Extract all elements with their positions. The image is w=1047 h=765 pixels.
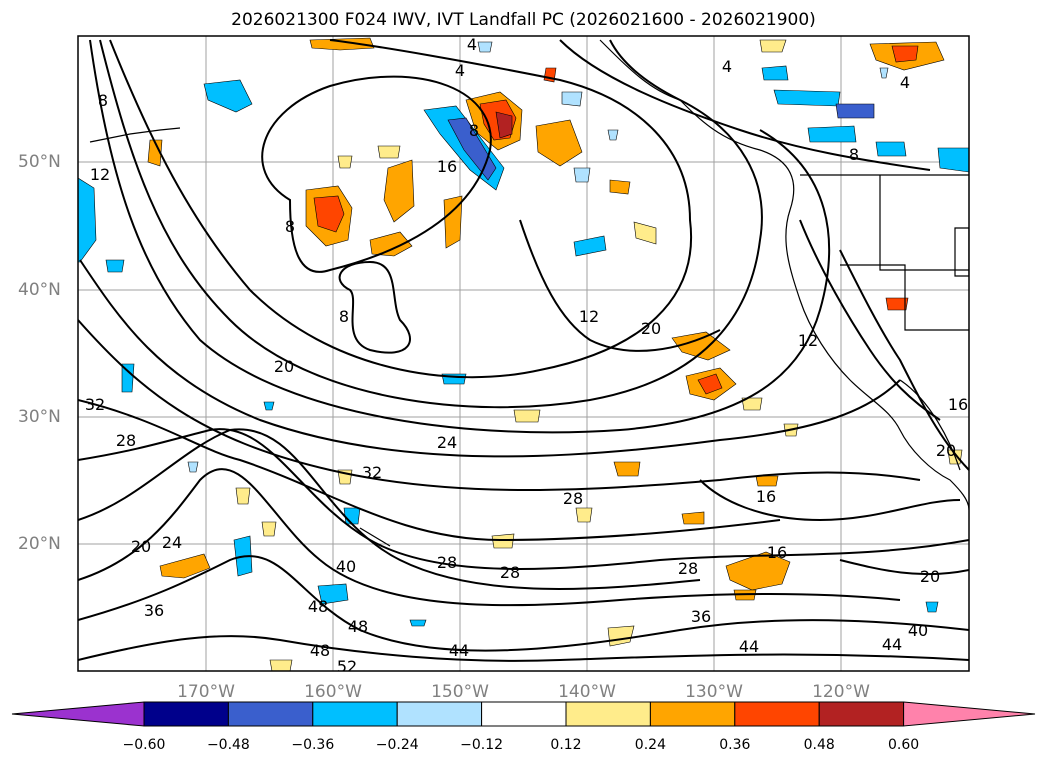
contour-label: 48: [310, 641, 330, 660]
colorbar-tick: 0.48: [803, 737, 835, 753]
contour-label: 16: [767, 543, 787, 562]
lat-label: 40°N: [18, 280, 61, 300]
contour-label: 8: [98, 91, 108, 110]
contour-label: 24: [162, 533, 182, 552]
contour-label: 28: [678, 559, 698, 578]
contour-label: 28: [563, 489, 583, 508]
map-frame: [77, 35, 970, 672]
colorbar-tick: 0.24: [634, 737, 666, 753]
contour-label: 36: [144, 601, 164, 620]
contour-label: 16: [756, 487, 776, 506]
map-title: 2026021300 F024 IWV, IVT Landfall PC (20…: [231, 10, 816, 30]
contour-label: 16: [948, 395, 968, 414]
contour-label: 8: [285, 217, 295, 236]
colorbar-bin: [818, 701, 905, 727]
lat-label: 50°N: [18, 152, 61, 172]
colorbar-tick: −0.36: [291, 737, 335, 753]
contour-label: 8: [469, 121, 479, 140]
contour-label: 44: [449, 641, 469, 660]
contour-label: 12: [90, 165, 110, 184]
contour-label: 12: [798, 331, 818, 350]
lon-label: 170°W: [177, 682, 235, 702]
contour-label: 4: [467, 35, 477, 54]
contour-label: 20: [920, 567, 940, 586]
contour-label: 4: [900, 73, 910, 92]
colorbar-bin: [734, 701, 820, 727]
contour-label: 8: [849, 145, 859, 164]
colorbar-tick: −0.48: [206, 737, 250, 753]
contour-label: 32: [85, 395, 105, 414]
contour-label: 44: [739, 637, 759, 656]
colorbar-tick: 0.36: [719, 737, 751, 753]
contour-label: 28: [116, 431, 136, 450]
colorbar-bin: [227, 701, 314, 727]
contour-label: 32: [362, 463, 382, 482]
lon-label: 130°W: [685, 682, 743, 702]
colorbar-bin: [396, 701, 483, 727]
contour-labels: 4 4 4 4 8 8 8 8 8 12 12 12 16 16 16 16 2…: [85, 35, 968, 676]
contour-label: 4: [455, 61, 465, 80]
lon-label: 150°W: [431, 682, 489, 702]
colorbar-bin: [481, 701, 567, 727]
contour-label: 48: [348, 617, 368, 636]
colorbar-bin: [312, 701, 398, 727]
contour-label: 36: [691, 607, 711, 626]
coastlines: [89, 39, 969, 547]
lat-label: 30°N: [18, 407, 61, 427]
colorbar-tick: −0.12: [460, 737, 504, 753]
lon-label: 160°W: [304, 682, 362, 702]
contour-label: 52: [337, 657, 357, 676]
colorbar-extend-high: [903, 701, 1036, 727]
map-plot-area: 4 4 4 4 8 8 8 8 8 12 12 12 16 16 16 16 2…: [78, 35, 969, 676]
contour-label: 20: [131, 537, 151, 556]
contour-label: 20: [274, 357, 294, 376]
contour-label: 20: [936, 441, 956, 460]
contour-label: 28: [437, 553, 457, 572]
colorbar-tick: −0.24: [375, 737, 419, 753]
contour-label: 28: [500, 563, 520, 582]
colorbar-bin: [143, 701, 229, 727]
colorbar-extend-low: [11, 701, 145, 727]
colorbar-tick: 0.12: [550, 737, 582, 753]
colorbar-bin: [649, 701, 736, 727]
contour-label: 24: [437, 433, 457, 452]
contour-label: 40: [908, 621, 928, 640]
contour-label: 48: [308, 597, 328, 616]
contour-label: 44: [882, 635, 902, 654]
ivt-anomaly-fills: [78, 37, 969, 671]
colorbar-tick: 0.60: [888, 737, 920, 753]
colorbar-bin: [565, 701, 651, 727]
contour-label: 4: [722, 57, 732, 76]
lon-label: 140°W: [558, 682, 616, 702]
contour-label: 16: [437, 157, 457, 176]
lon-label: 120°W: [812, 682, 870, 702]
colorbar: [11, 701, 1036, 727]
colorbar-tick: −0.60: [122, 737, 166, 753]
contour-label: 8: [339, 307, 349, 326]
iwv-contours: [78, 39, 969, 662]
contour-label: 40: [336, 557, 356, 576]
contour-label: 20: [641, 319, 661, 338]
contour-label: 12: [579, 307, 599, 326]
lat-label: 20°N: [18, 534, 61, 554]
